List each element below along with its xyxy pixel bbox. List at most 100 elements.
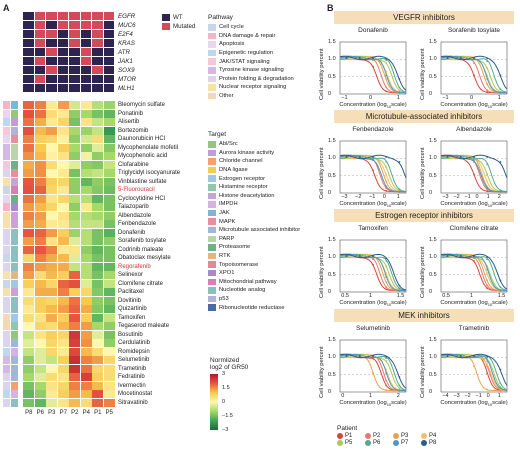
- heatmap-cell: [46, 177, 58, 186]
- heatmap-cell: [57, 186, 69, 195]
- data-point: [486, 268, 489, 271]
- data-point: [385, 360, 388, 362]
- legend-item: Microtubule associated inhibitor: [208, 226, 300, 235]
- x-tick-label: 0: [486, 393, 490, 399]
- heatmap-cell: [57, 228, 69, 237]
- heatmap-cell: [80, 220, 92, 229]
- mutation-cell: [23, 12, 34, 21]
- legend-label: JAK: [219, 210, 230, 217]
- mutation-cell: [92, 84, 103, 93]
- x-axis-label-suffix: scale): [492, 201, 508, 207]
- colorbar-tick: −1.5: [222, 413, 233, 419]
- x-tick-label: −1: [475, 393, 482, 399]
- mutation-cell: [69, 39, 80, 48]
- data-point: [486, 284, 489, 287]
- legend-item: MAPK: [208, 217, 300, 226]
- heatmap-cell: [92, 152, 104, 161]
- heatmap-cell: [92, 237, 104, 246]
- section-header: Microtubule-associated inhibitors: [334, 110, 514, 123]
- heatmap-cell: [80, 390, 92, 399]
- data-point: [486, 57, 489, 60]
- heatmap-cell: [103, 347, 115, 356]
- x-tick-label: −2: [464, 393, 471, 399]
- y-tick-label: 1.5: [328, 138, 336, 144]
- heatmap-cell: [23, 271, 35, 280]
- target-strip-cell: [11, 381, 18, 390]
- legend-swatch: [208, 75, 216, 83]
- heatmap-cell: [57, 356, 69, 365]
- mutation-cell: [23, 48, 34, 57]
- heatmap-cell: [92, 398, 104, 407]
- data-point: [385, 276, 388, 278]
- mutation-cell: [92, 12, 103, 21]
- heatmap-cell: [57, 203, 69, 212]
- data-point: [372, 372, 374, 375]
- data-point: [385, 57, 388, 60]
- heatmap-cell: [103, 160, 115, 169]
- heatmap-cell: [34, 143, 46, 152]
- patient-legend-label: P4: [429, 433, 437, 439]
- data-point: [385, 86, 388, 89]
- x-tick-label: 0: [341, 393, 345, 399]
- x-tick-label: 1: [497, 393, 501, 399]
- x-axis-label: Concentration (log10scale): [433, 300, 515, 307]
- patient-legend-item: P6: [365, 440, 393, 446]
- data-point: [398, 161, 401, 163]
- y-axis-label: Cell viability percent: [319, 48, 325, 100]
- heatmap-cell: [92, 279, 104, 288]
- mutation-cell: [46, 84, 57, 93]
- x-tick-label: 0: [475, 194, 479, 200]
- data-point: [473, 255, 475, 257]
- legend-item: RTK: [208, 252, 300, 261]
- heatmap-cell: [46, 220, 58, 229]
- heatmap-cell: [103, 135, 115, 144]
- mutation-cell: [34, 30, 46, 39]
- dose-response-plot: [339, 41, 407, 95]
- mutation-cell: [69, 84, 80, 93]
- drug-label: Romidepsin: [118, 348, 150, 355]
- heatmap-cell: [46, 237, 58, 246]
- data-point: [385, 384, 388, 387]
- patient-dot: [365, 440, 371, 446]
- drug-label: Clofarabine: [118, 161, 149, 168]
- heatmap-cell: [92, 288, 104, 297]
- plot-title: Sorafenib tosylate: [447, 27, 501, 34]
- gene-label: MUC6: [118, 22, 136, 29]
- data-point: [446, 156, 449, 158]
- heatmap-cell: [46, 373, 58, 382]
- pathway-strip-cell: [3, 296, 10, 305]
- heatmap-cell: [23, 313, 35, 322]
- drug-label: Trametinib: [118, 365, 147, 372]
- data-point: [499, 189, 502, 191]
- mutated-swatch: [162, 23, 170, 30]
- heatmap-cell: [34, 152, 46, 161]
- heatmap-cell: [80, 347, 92, 356]
- heatmap-cell: [103, 211, 115, 220]
- heatmap-cell: [80, 339, 92, 348]
- x-axis-label-sub: 10: [487, 203, 493, 209]
- legend-item: Epigenetic regulation: [208, 49, 294, 58]
- heatmap-cell: [57, 194, 69, 203]
- heatmap-cell: [103, 288, 115, 297]
- gene-labels: EGFR MUC6 E2F4 KRAS ATR JAK1 SOX9 MTOR MLH1: [118, 12, 136, 93]
- data-point: [345, 255, 348, 257]
- x-tick-label: −3: [453, 393, 460, 399]
- dose-response-plot: [339, 239, 407, 293]
- heatmap-cell: [92, 177, 104, 186]
- target-strip-cell: [11, 143, 18, 152]
- heatmap-cell: [46, 305, 58, 314]
- heatmap-cell: [34, 211, 46, 220]
- heatmap-cell: [23, 211, 35, 220]
- heatmap-cell: [92, 364, 104, 373]
- heatmap-cell: [34, 262, 46, 271]
- legend-item: Topoisomerase: [208, 260, 300, 269]
- pathway-strip-cell: [3, 220, 10, 229]
- patient-axis-label: P1: [94, 410, 102, 416]
- mutation-cell: [34, 84, 46, 93]
- legend-label: DNA damage & repair: [219, 32, 276, 39]
- heatmap-cell: [69, 296, 81, 305]
- heatmap-cell: [34, 126, 46, 135]
- mutation-cell: [92, 75, 103, 84]
- heatmap-cell: [34, 245, 46, 254]
- heatmap-cell: [69, 288, 81, 297]
